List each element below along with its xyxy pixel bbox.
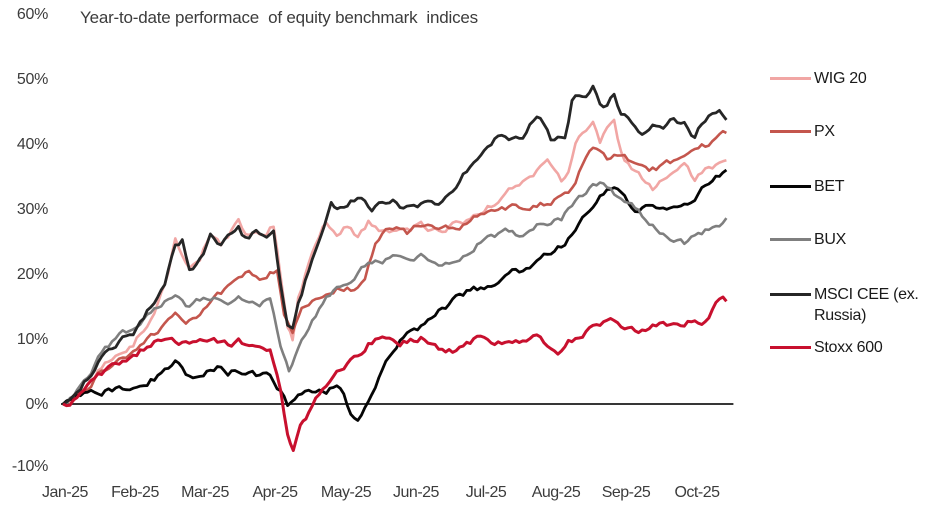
x-axis-tick-label: Apr-25 [252, 484, 298, 501]
y-axis-tick-label: 10% [16, 331, 48, 348]
y-axis-tick-label: -10% [11, 458, 48, 475]
px-line-swatch [770, 130, 811, 134]
x-axis-tick-label: Jan-25 [42, 484, 88, 501]
wig20-line-swatch [770, 77, 811, 81]
x-axis-tick-label: Feb-25 [111, 484, 159, 501]
y-axis-tick-label: 50% [16, 71, 48, 88]
series-line-bet [62, 168, 728, 422]
x-axis-tick-label: Aug-25 [531, 484, 581, 501]
legend-label-wig20: WIG 20 [814, 70, 867, 87]
legend-label-bux: BUX [814, 231, 846, 248]
stoxx600-line-swatch [770, 346, 811, 350]
series-line-msci-cee-ex-russia [62, 84, 728, 406]
series-line-stoxx-600 [62, 295, 728, 452]
y-axis-tick-label: 30% [16, 201, 48, 218]
legend-item-bet: BET [770, 176, 845, 197]
series-line-bux [62, 181, 728, 406]
bux-line-swatch [770, 238, 811, 242]
legend-label-stoxx600: Stoxx 600 [814, 339, 883, 356]
series-line-px [62, 129, 727, 406]
legend-label-msci-cee: MSCI CEE (ex. Russia) [814, 286, 919, 324]
legend-item-px: PX [770, 121, 835, 142]
x-axis-tick-label: Mar-25 [181, 484, 229, 501]
legend-item-stoxx600: Stoxx 600 [770, 337, 883, 358]
y-axis-tick-label: 60% [16, 6, 48, 23]
y-axis-tick-label: 0% [25, 396, 48, 413]
bet-line-swatch [770, 185, 811, 189]
x-axis-tick-label: Oct-25 [674, 484, 720, 501]
x-axis-tick-label: Jun-25 [393, 484, 439, 501]
y-axis-tick-label: 40% [16, 136, 48, 153]
legend-item-bux: BUX [770, 229, 846, 250]
legend-item-wig20: WIG 20 [770, 68, 867, 89]
x-axis-tick-label: Jul-25 [465, 484, 507, 501]
legend-label-bet: BET [814, 178, 845, 195]
legend-item-msci-cee: MSCI CEE (ex. Russia) [770, 284, 936, 326]
x-axis-tick-label: Sep-25 [601, 484, 651, 501]
y-axis-tick-label: 20% [16, 266, 48, 283]
msci-cee-line-swatch [770, 293, 811, 297]
legend-label-px: PX [814, 123, 835, 140]
chart-title: Year-to-date performace of equity benchm… [80, 8, 478, 27]
series-line-wig-20 [62, 118, 727, 406]
x-axis-tick-label: May-25 [320, 484, 372, 501]
